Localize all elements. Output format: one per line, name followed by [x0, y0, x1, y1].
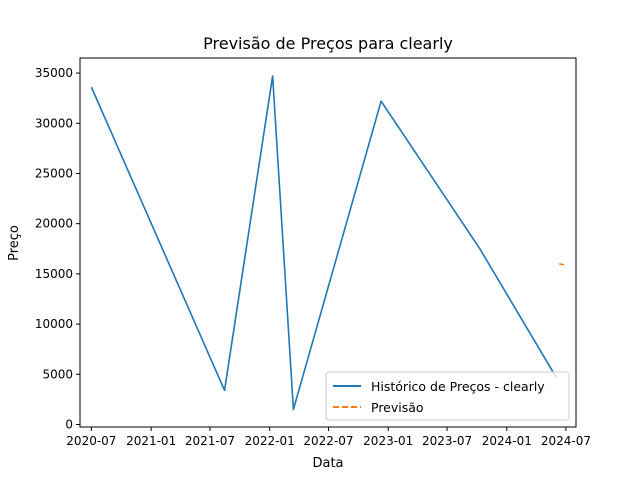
plot-area: [90, 75, 565, 411]
legend-box: [325, 371, 570, 421]
y-tick-label-1: 5000: [42, 367, 73, 381]
x-tick-label-3: 2022-01: [245, 434, 295, 448]
y-tick-label-5: 25000: [35, 166, 73, 180]
y-tick-label-7: 35000: [35, 66, 73, 80]
x-tick-label-2: 2021-07: [185, 434, 235, 448]
x-tick-label-5: 2023-01: [363, 434, 413, 448]
x-tick-label-1: 2021-01: [126, 434, 176, 448]
series-line-0: [90, 75, 557, 411]
y-axis-label: Preço: [7, 225, 22, 261]
x-tick-label-4: 2022-07: [303, 434, 353, 448]
series-line-1: [558, 263, 565, 266]
x-tick-label-7: 2024-01: [482, 434, 532, 448]
legend: Histórico de Preços - clearly Previsão: [325, 371, 570, 421]
x-tick-label-0: 2020-07: [66, 434, 116, 448]
y-axis: 0 5000 10000 15000 20000 25000 30000 35000: [35, 66, 80, 431]
legend-label-previsao: Previsão: [371, 400, 424, 415]
x-tick-label-8: 2024-07: [541, 434, 591, 448]
legend-label-historico: Histórico de Preços - clearly: [371, 379, 545, 394]
x-axis: 2020-07 2021-01 2021-07 2022-01 2022-07 2023-…: [66, 427, 591, 448]
y-tick-label-4: 20000: [35, 217, 73, 231]
y-tick-label-3: 15000: [35, 267, 73, 281]
x-tick-label-6: 2023-07: [422, 434, 472, 448]
y-tick-label-6: 30000: [35, 116, 73, 130]
y-tick-label-0: 0: [65, 417, 73, 431]
x-axis-label: Data: [312, 456, 343, 471]
y-tick-label-2: 10000: [35, 317, 73, 331]
chart-title: Previsão de Preços para clearly: [203, 34, 453, 53]
